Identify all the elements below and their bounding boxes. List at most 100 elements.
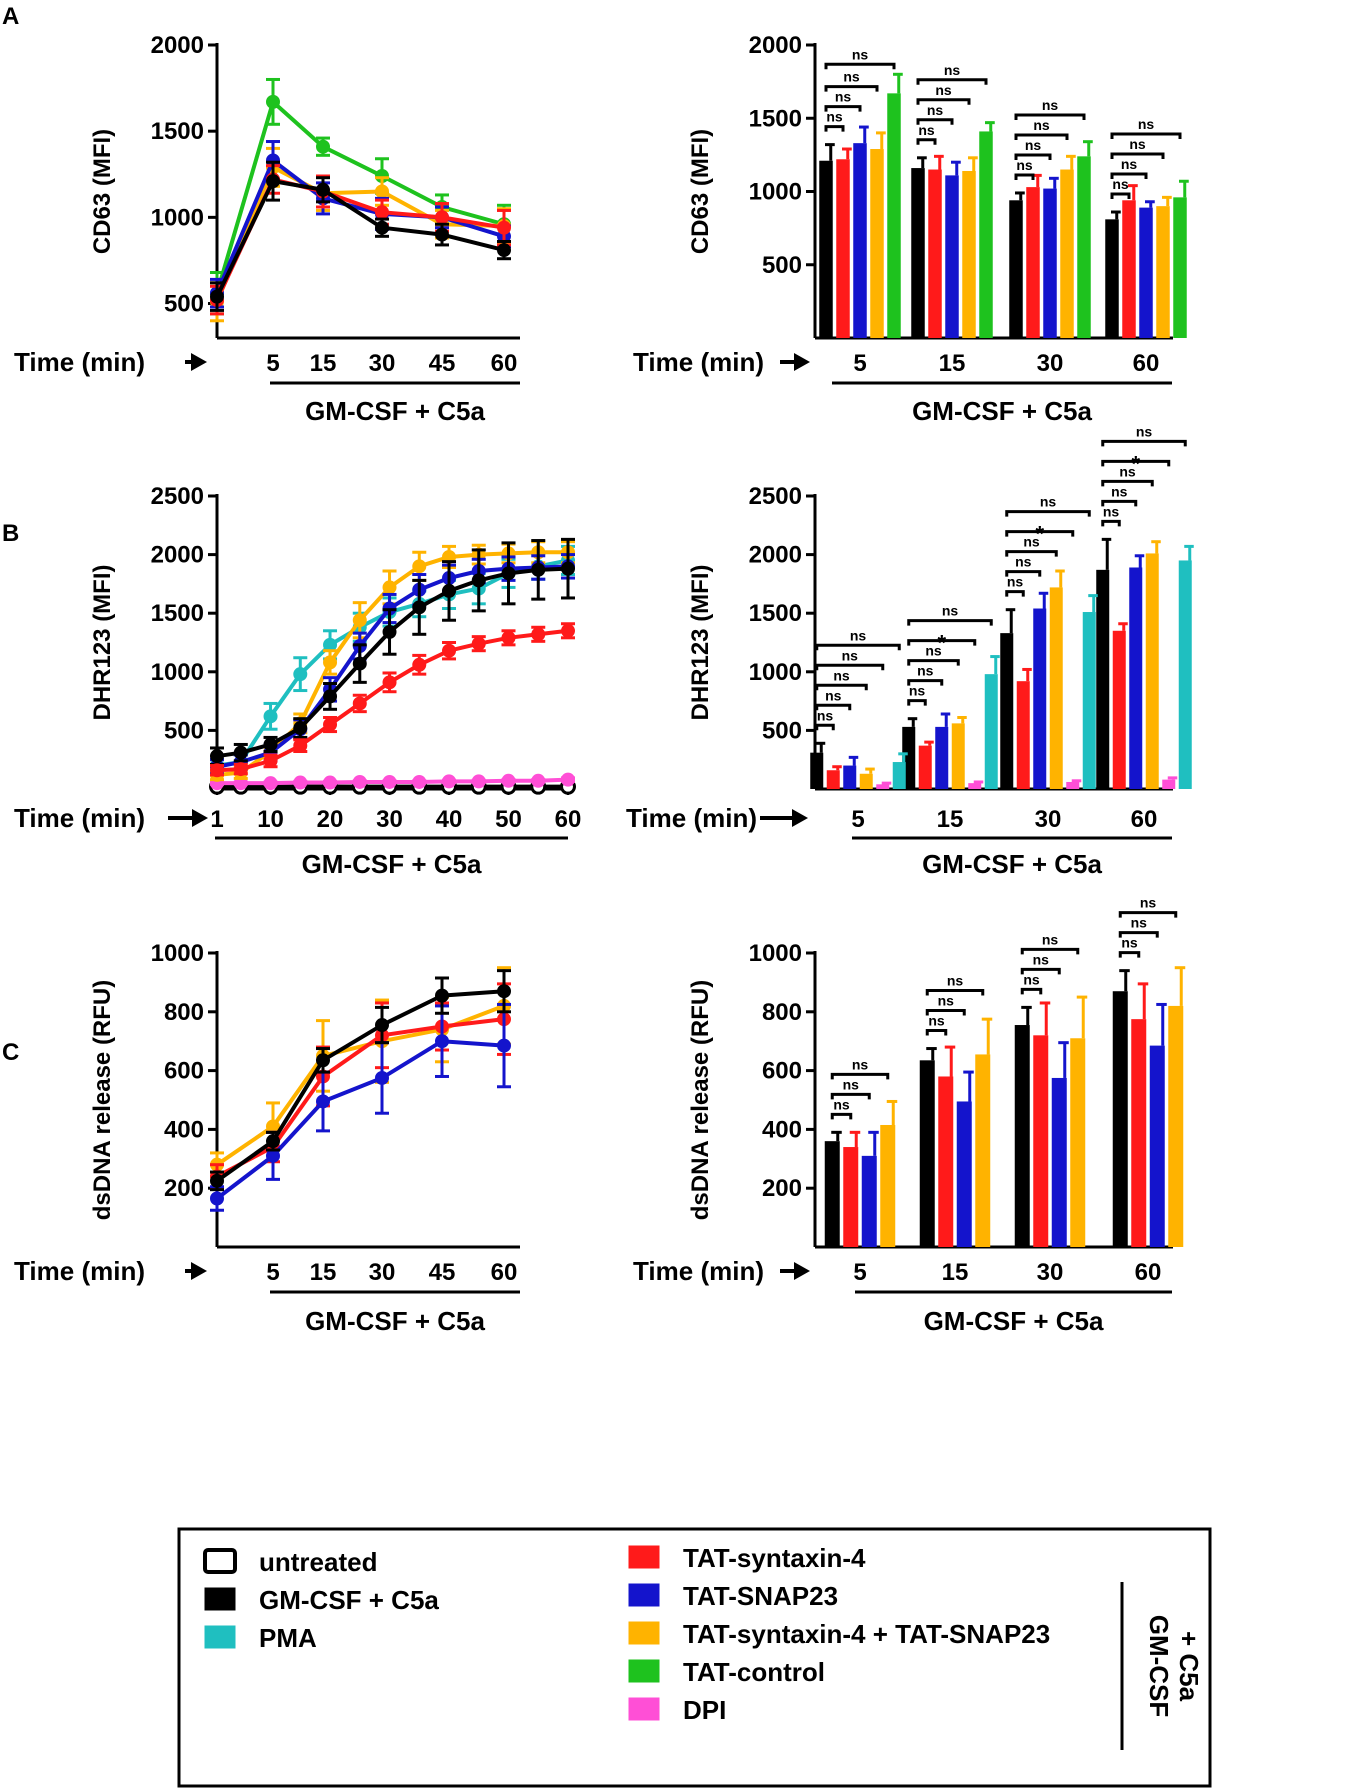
bar: [870, 149, 884, 338]
bar: [853, 143, 867, 338]
bar: [962, 170, 976, 338]
data-point: [435, 227, 449, 242]
data-point: [352, 656, 367, 671]
legend-item-snap23: TAT-SNAP23: [628, 1581, 838, 1611]
bar: [1149, 1045, 1165, 1247]
significance-bracket: [907, 699, 927, 706]
legend-item-both: TAT-syntaxin-4 + TAT-SNAP23: [628, 1619, 1050, 1649]
significance-bracket: [824, 85, 879, 92]
series-gmcsf: [210, 160, 511, 312]
x-tick-label: 30: [369, 350, 396, 377]
bar: [935, 726, 949, 789]
bar: [1070, 1038, 1086, 1247]
data-point: [323, 655, 338, 670]
significance-label: ns: [1119, 463, 1136, 479]
significance-brackets: ns ns ns ns ns ns ns ns ns ns ns ns: [830, 895, 1178, 1120]
significance-label: ns: [935, 82, 952, 98]
significance-bracket: [830, 1092, 871, 1100]
significance-bracket: [907, 679, 944, 686]
significance-bracket: [815, 663, 885, 671]
bar: [859, 773, 873, 789]
significance-label: ns: [1131, 915, 1148, 931]
data-point: [266, 174, 280, 189]
significance-label: ns: [1023, 534, 1040, 550]
data-point: [266, 1134, 280, 1149]
data-point: [323, 775, 338, 790]
y-axis-title: CD63 (MFI): [687, 129, 714, 254]
y-tick-label: 500: [762, 717, 802, 744]
bar: [826, 770, 840, 789]
significance-bracket: [1101, 479, 1154, 487]
data-point: [531, 773, 546, 788]
series-gmcsf: [819, 143, 1121, 338]
x-tick-label: 60: [1133, 350, 1160, 377]
legend-group-label-line1: GM-CSF: [1144, 1615, 1174, 1718]
x-tick-label: 5: [851, 806, 864, 833]
significance-label: ns: [852, 1056, 869, 1072]
series-both: [870, 131, 1172, 338]
data-point: [412, 600, 427, 615]
y-tick-label: 2500: [749, 483, 802, 510]
legend-swatch: [628, 1583, 660, 1607]
bar: [1173, 197, 1187, 338]
y-tick-label: 500: [164, 291, 204, 318]
significance-label: ns: [942, 603, 959, 619]
data-point: [471, 573, 486, 588]
significance-bracket: [925, 1009, 966, 1016]
x-tick-label: 15: [937, 806, 964, 833]
data-point: [501, 773, 516, 788]
significance-label: ns: [925, 643, 942, 659]
bar: [880, 1124, 896, 1247]
legend-label: untreated: [259, 1547, 377, 1577]
bar: [1051, 1077, 1067, 1247]
significance-label: *: [1131, 451, 1140, 476]
significance-bracket: [907, 639, 977, 646]
series-line: [216, 1017, 505, 1179]
data-point: [323, 689, 338, 704]
legend-label: DPI: [683, 1695, 726, 1725]
treatment-label: GM-CSF + C5a: [305, 396, 485, 426]
data-point: [497, 220, 511, 235]
bar: [1066, 781, 1080, 789]
y-tick-label: 2000: [151, 542, 204, 569]
significance-bracket: [1005, 530, 1075, 537]
data-point: [352, 696, 367, 711]
significance-label: ns: [1016, 157, 1033, 173]
significance-bracket: [916, 98, 971, 105]
significance-bracket: [815, 683, 868, 691]
time-arrow-icon: [192, 809, 208, 827]
x-tick-label: 45: [429, 350, 456, 377]
series-stx4: [826, 622, 1128, 789]
bar: [819, 160, 833, 338]
time-arrow-icon: [191, 353, 207, 371]
data-point: [263, 753, 278, 768]
bar: [1178, 560, 1192, 789]
chart-c-line: 200 400 600 800 1000 dsDNA release (RFU) Time …: [14, 940, 520, 1336]
significance-bracket: [1005, 590, 1025, 597]
y-tick-label: 400: [762, 1116, 802, 1143]
bar: [945, 175, 959, 338]
y-tick-label: 2000: [151, 32, 204, 59]
legend-swatch: [204, 1587, 236, 1611]
data-point: [316, 182, 330, 197]
significance-bracket: [1005, 550, 1058, 557]
x-tick-label: 1: [210, 806, 223, 833]
chart-a-bar: 500 1000 1500 2000 CD63 (MFI) Time (min) GM-CS…: [633, 32, 1189, 426]
significance-label: ns: [1033, 117, 1050, 133]
significance-bracket: [1110, 192, 1131, 200]
bar: [1049, 587, 1063, 789]
series-both: [880, 966, 1186, 1247]
data-point: [435, 210, 449, 225]
data-point: [497, 1038, 511, 1053]
data-point: [375, 220, 389, 235]
series-line: [215, 989, 505, 1183]
series-both: [210, 966, 511, 1178]
series-snap23: [861, 1002, 1167, 1247]
bar: [1131, 1019, 1147, 1247]
series-line: [215, 1039, 505, 1201]
bar: [956, 1101, 972, 1247]
treatment-label: GM-CSF + C5a: [922, 849, 1102, 879]
significance-label: ns: [852, 46, 869, 62]
legend-swatch: [628, 1545, 660, 1569]
